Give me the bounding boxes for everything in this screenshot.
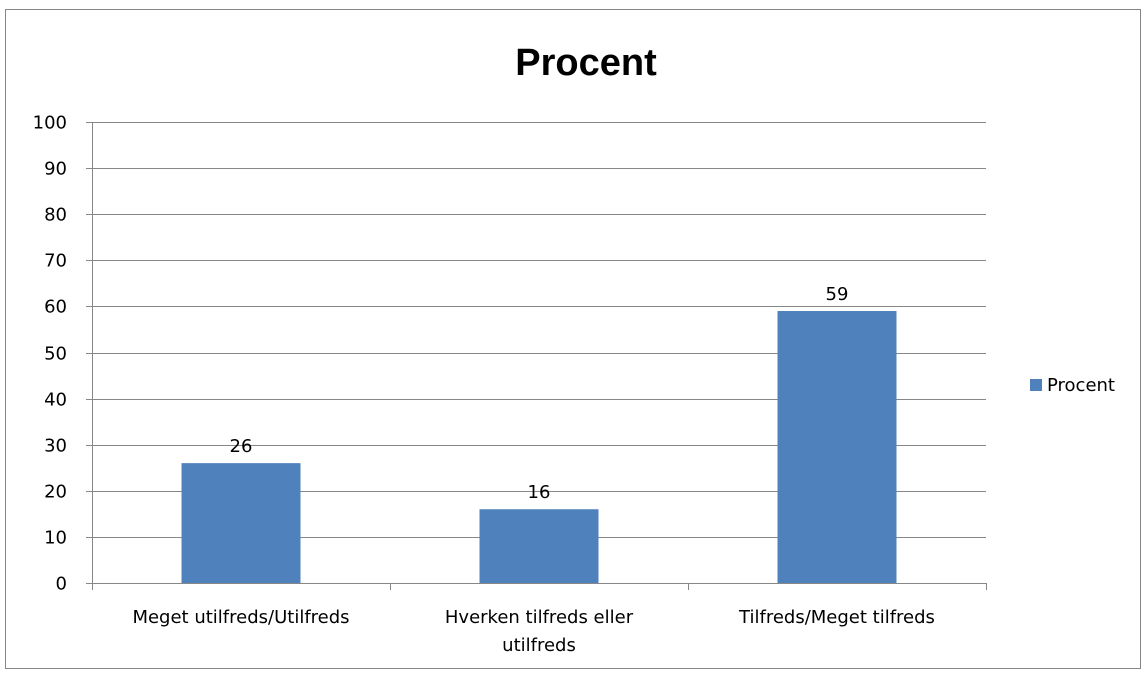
legend-swatch [1030,379,1042,391]
y-tick-label: 80 [44,205,67,226]
category-label-line: Hverken tilfreds eller [445,607,634,628]
category-label: Tilfreds/Meget tilfreds [738,607,935,628]
y-tick-label: 70 [44,251,67,272]
y-tick-label: 90 [44,159,67,180]
bar [182,463,301,583]
legend-label: Procent [1047,375,1115,396]
y-tick-label: 40 [44,390,67,411]
y-tick-label: 50 [44,344,67,365]
bar [778,311,897,583]
y-tick-label: 100 [33,113,67,134]
bar [480,509,599,583]
category-label-line: utilfreds [502,635,576,656]
category-label-line: Tilfreds/Meget tilfreds [738,607,935,628]
category-label: Hverken tilfreds eller utilfreds [445,607,634,656]
y-tick-label: 30 [44,436,67,457]
y-tick-label: 20 [44,482,67,503]
y-tick-label: 60 [44,297,67,318]
data-label: 26 [230,436,253,457]
y-tick-label: 0 [56,574,67,595]
category-label-line: Meget utilfreds/Utilfreds [132,607,349,628]
category-label: Meget utilfreds/Utilfreds [132,607,349,628]
chart-title: Procent [515,42,657,84]
legend: Procent [1030,375,1115,396]
data-label: 16 [528,482,551,503]
data-label: 59 [826,284,849,305]
bars [182,311,897,583]
y-tick-label: 10 [44,528,67,549]
